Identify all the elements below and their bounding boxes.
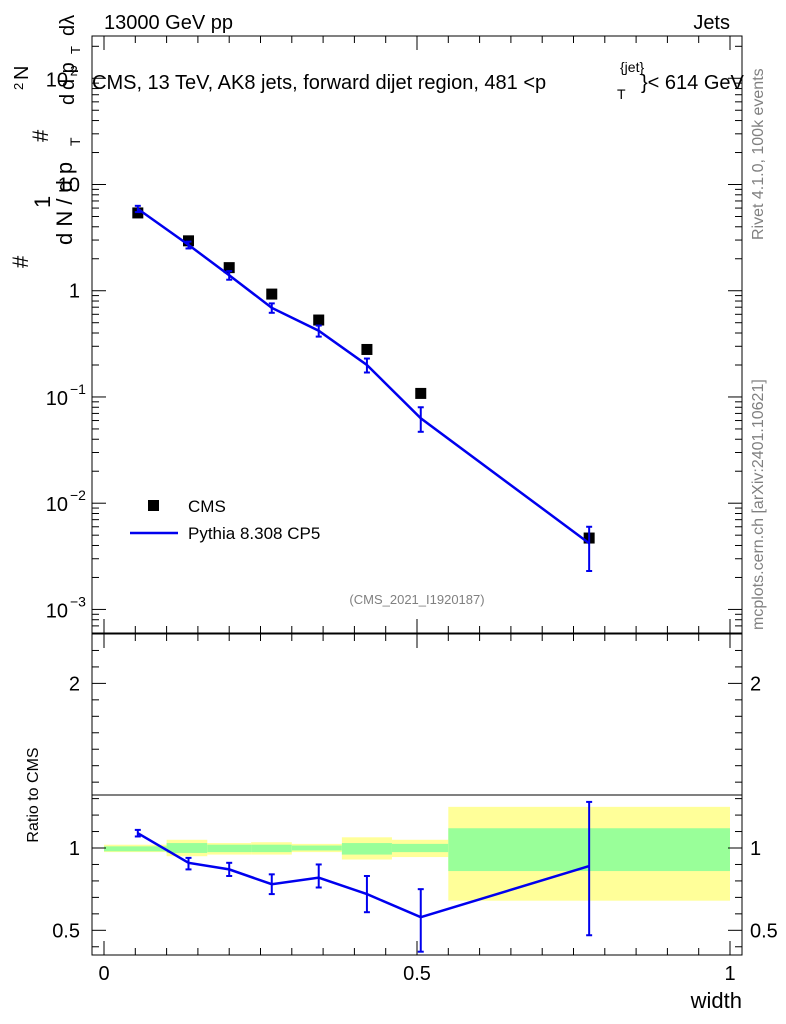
watermark: (CMS_2021_I1920187) xyxy=(349,592,484,607)
cms-point xyxy=(415,387,427,399)
top-y-tick-label: 10 xyxy=(46,69,68,91)
x-axis-label: width xyxy=(690,988,742,1013)
x-tick-label: 0 xyxy=(98,963,109,985)
ratio-line xyxy=(137,832,590,919)
pythia-series xyxy=(134,204,593,573)
x-tick-label: 0.5 xyxy=(403,963,431,985)
bottom-y-tick-label-left: 2 xyxy=(69,673,80,695)
cms-point xyxy=(313,314,325,326)
y-label-sub-t2: T xyxy=(68,46,83,54)
top-y-ticks xyxy=(92,45,742,634)
y-label-dp: d p xyxy=(57,62,79,90)
bottom-panel: 0.5 0.51 12 2 0 0.5 1 Ratio to CMS width xyxy=(25,633,778,1013)
ratio-series xyxy=(134,800,593,953)
plot-title-sub: T xyxy=(617,86,626,102)
bottom-y-tick-label-right: 1 xyxy=(750,838,761,860)
rivet-label: Rivet 4.1.0, 100k events xyxy=(750,68,767,240)
bottom-y-ticks: 0.5 0.5 1 1 2 2 xyxy=(52,649,778,948)
band-inner xyxy=(207,844,252,853)
band-inner xyxy=(291,845,342,851)
top-y-tick-label: 10 xyxy=(46,600,68,622)
top-y-tick-label: 10 xyxy=(58,175,80,197)
y-label-sub-t1: T xyxy=(67,137,83,146)
header-right: Jets xyxy=(693,12,730,34)
band-inner xyxy=(104,846,167,852)
bottom-y-tick-label-right: 2 xyxy=(750,673,761,695)
x-tick-label: 1 xyxy=(724,963,735,985)
top-y-label: # 1 d N / d p T # d 2 N d p T dλ xyxy=(8,15,83,268)
top-y-tick-exp: 2 xyxy=(70,62,78,78)
y-label-dlambda: dλ xyxy=(57,15,79,36)
band-inner xyxy=(391,843,449,853)
y-label-dn-dpt: d N / d p xyxy=(52,162,77,245)
band-inner xyxy=(166,843,208,853)
band-inner xyxy=(251,844,292,853)
y-label-one: 1 xyxy=(30,196,55,208)
cms-markers xyxy=(132,207,595,544)
top-y-tick-exp: −1 xyxy=(70,381,86,397)
header-left: 13000 GeV pp xyxy=(104,12,233,34)
cms-point xyxy=(223,262,235,274)
y-label-n: N xyxy=(11,66,33,80)
mcplots-label: mcplots.cern.ch [arXiv:2401.10621] xyxy=(750,379,767,630)
cms-point xyxy=(266,288,278,300)
bottom-y-tick-label-left: 1 xyxy=(69,838,80,860)
bottom-y-tick-label-left: 0.5 xyxy=(52,920,80,942)
bottom-x-ticks: 0 0.5 1 xyxy=(98,634,736,985)
y-label-hash1: # xyxy=(8,255,33,268)
top-frame xyxy=(91,35,743,634)
y-label-exp2: 2 xyxy=(11,83,26,90)
plot-title: CMS, 13 TeV, AK8 jets, forward dijet reg… xyxy=(92,59,745,102)
pythia-line xyxy=(137,207,590,545)
plot-title-main: CMS, 13 TeV, AK8 jets, forward dijet reg… xyxy=(92,72,546,94)
y-label-hash2: # xyxy=(28,129,53,142)
legend: CMS Pythia 8.308 CP5 xyxy=(130,497,320,543)
legend-cms-label: CMS xyxy=(188,497,226,516)
bottom-y-tick-label-right: 0.5 xyxy=(750,920,778,942)
top-y-tick-exp: −3 xyxy=(70,593,86,609)
y-label-d: d xyxy=(57,94,79,105)
uncertainty-bands xyxy=(104,806,730,901)
top-y-tick-label: 1 xyxy=(69,281,80,303)
plot-title-sup: {jet} xyxy=(620,59,644,75)
top-y-tick-label: 10 xyxy=(46,494,68,516)
legend-pythia-label: Pythia 8.308 CP5 xyxy=(188,524,320,543)
legend-cms-marker xyxy=(148,500,159,511)
cms-point xyxy=(361,343,373,355)
plot-title-end: }< 614 GeV xyxy=(641,72,745,94)
top-y-tick-label: 10 xyxy=(46,388,68,410)
top-y-tick-exp: −2 xyxy=(70,487,86,503)
band-inner xyxy=(341,843,392,855)
top-x-ticks xyxy=(103,36,731,633)
bottom-y-label: Ratio to CMS xyxy=(25,747,42,842)
